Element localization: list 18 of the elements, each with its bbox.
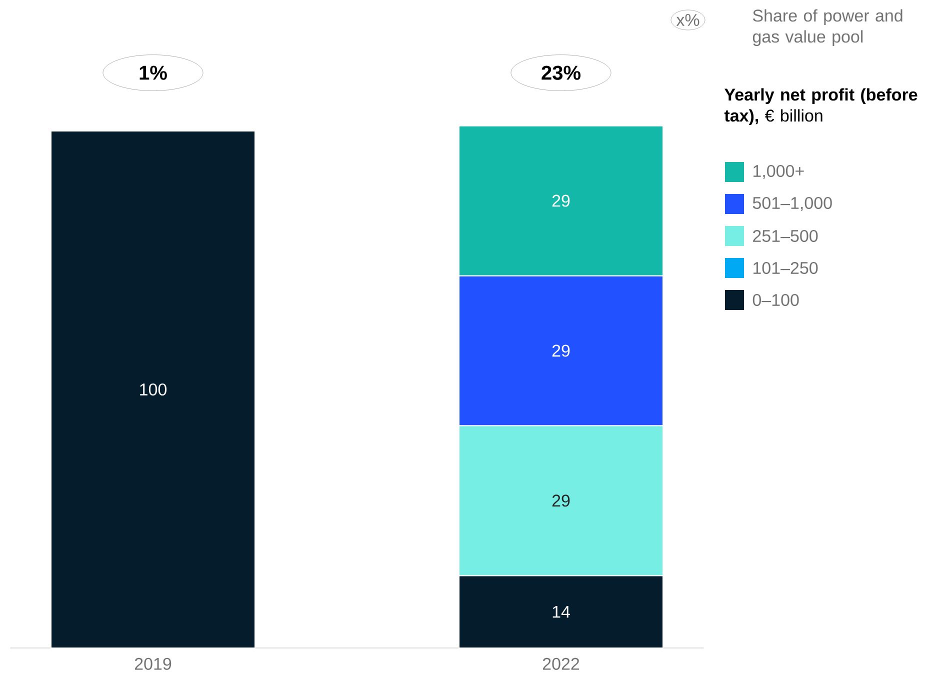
legend-label: 101–250	[754, 262, 818, 274]
legend-title: Yearly net profit (before tax), € billion	[724, 88, 918, 126]
legend-label: 1,000+	[754, 164, 804, 180]
text: x%	[676, 14, 700, 26]
text: 23%	[542, 66, 580, 80]
data-label: 14	[552, 606, 570, 618]
text: 1%	[140, 66, 167, 80]
text: Share of power and gas value pool	[752, 9, 902, 46]
data-label: 29	[552, 344, 570, 357]
data-label: 100	[140, 383, 167, 396]
legend-label: 0–100	[752, 294, 799, 306]
x-tick-label: 2022	[542, 658, 580, 670]
data-label: 29	[552, 494, 570, 507]
x-tick-label: 2019	[134, 658, 172, 670]
bar	[50, 130, 256, 648]
legend-label: 251–500	[753, 230, 818, 242]
data-label: 29	[552, 194, 570, 207]
legend-label: 501–1,000	[752, 196, 832, 212]
